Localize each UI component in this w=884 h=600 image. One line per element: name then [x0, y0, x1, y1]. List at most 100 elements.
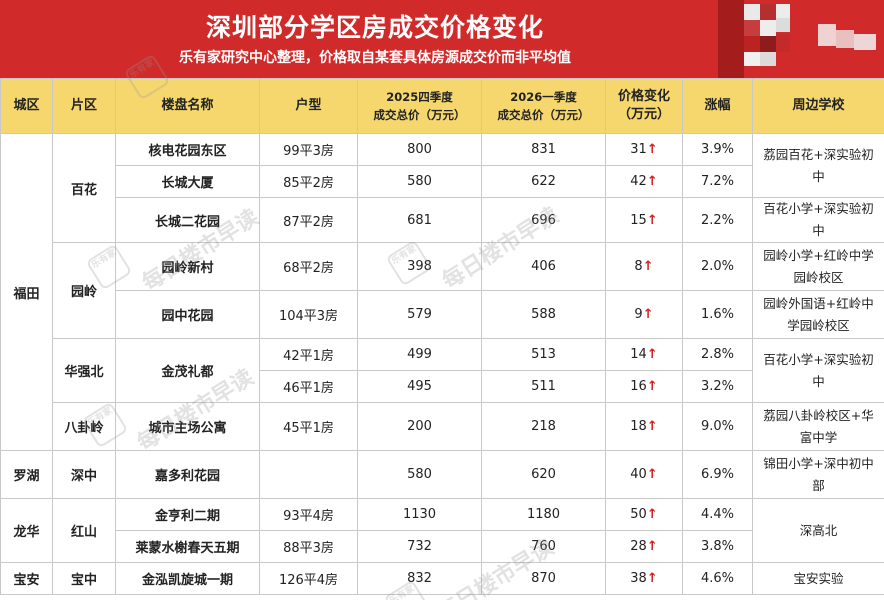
- q1-price-cell: 513: [481, 338, 606, 371]
- change-value: 40: [630, 467, 647, 482]
- header-banner: 深圳部分学区房成交价格变化 乐有家研究中心整理，价格取自某套具体房源成交价而非平…: [0, 0, 884, 78]
- page-subtitle: 乐有家研究中心整理，价格取自某套具体房源成交价而非平均值: [179, 50, 571, 66]
- city-cell: 龙华: [0, 498, 53, 563]
- price-table: 城区 片区 楼盘名称 户型 2025四季度 成交总价（万元） 2026一季度 成…: [0, 78, 884, 595]
- q1-price-cell: 511: [481, 370, 606, 403]
- col-header-pct: 涨幅: [682, 78, 753, 134]
- change-value: 18: [630, 419, 647, 434]
- city-cell: 福田: [0, 133, 53, 451]
- estate-cell: 金亨利二期: [115, 498, 260, 531]
- q1-price-cell: 218: [481, 402, 606, 451]
- q1-price-cell: 831: [481, 133, 606, 166]
- change-cell: 28↑: [605, 530, 683, 563]
- pct-cell: 1.6%: [682, 290, 753, 339]
- q4-price-cell: 1130: [357, 498, 482, 531]
- change-cell: 14↑: [605, 338, 683, 371]
- col-header-change-line1: 价格变化: [617, 89, 670, 104]
- q4-price-cell: 580: [357, 165, 482, 198]
- estate-cell: 莱蒙水榭春天五期: [115, 530, 260, 563]
- up-arrow-icon: ↑: [642, 307, 654, 322]
- estate-cell: 金泓凯旋城一期: [115, 562, 260, 595]
- change-cell: 42↑: [605, 165, 683, 198]
- change-value: 38: [630, 571, 647, 586]
- col-header-q4-line2: 成交总价（万元）: [373, 108, 466, 122]
- q4-price-cell: 495: [357, 370, 482, 403]
- estate-cell: 园岭新村: [115, 242, 260, 291]
- up-arrow-icon: ↑: [646, 507, 658, 522]
- change-value: 50: [630, 507, 647, 522]
- area-cell: 八卦岭: [52, 402, 116, 451]
- change-cell: 18↑: [605, 402, 683, 451]
- col-header-city: 城区: [0, 78, 53, 134]
- layout-cell: 45平1房: [259, 402, 358, 451]
- change-value: 28: [630, 539, 647, 554]
- layout-cell: 93平4房: [259, 498, 358, 531]
- table-header-row: 城区 片区 楼盘名称 户型 2025四季度 成交总价（万元） 2026一季度 成…: [0, 78, 884, 134]
- change-cell: 38↑: [605, 562, 683, 595]
- col-header-q1-line2: 成交总价（万元）: [497, 108, 590, 122]
- table-row: 八卦岭 城市主场公寓 45平1房 200 218 18↑ 9.0% 荔园八卦岭校…: [1, 402, 884, 451]
- change-value: 42: [630, 174, 647, 189]
- pct-cell: 4.6%: [682, 562, 753, 595]
- q4-price-cell: 398: [357, 242, 482, 291]
- change-value: 16: [630, 379, 647, 394]
- q1-price-cell: 406: [481, 242, 606, 291]
- school-cell: 园岭外国语+红岭中学园岭校区: [752, 290, 884, 339]
- q1-price-cell: 696: [481, 197, 606, 243]
- school-cell: 锦田小学+深中初中部: [752, 450, 884, 499]
- area-cell: 宝中: [52, 562, 116, 595]
- q4-price-cell: 499: [357, 338, 482, 371]
- table-row: 宝安 宝中 金泓凯旋城一期 126平4房 832 870 38↑ 4.6% 宝安…: [0, 562, 884, 595]
- q1-price-cell: 620: [481, 450, 606, 499]
- city-cell: 宝安: [0, 562, 53, 595]
- q4-price-cell: 832: [357, 562, 482, 595]
- up-arrow-icon: ↑: [646, 347, 658, 362]
- col-header-q4: 2025四季度 成交总价（万元）: [357, 78, 482, 134]
- area-cell: 园岭: [52, 242, 116, 339]
- change-cell: 31↑: [605, 133, 683, 166]
- table-row: 莱蒙水榭春天五期 88平3房 732 760 28↑ 3.8%: [1, 530, 884, 563]
- up-arrow-icon: ↑: [642, 259, 654, 274]
- area-cell: 百花: [52, 133, 116, 243]
- col-header-change-line2: （万元）: [617, 107, 670, 122]
- change-cell: 50↑: [605, 498, 683, 531]
- q4-price-cell: 580: [357, 450, 482, 499]
- col-header-q4-line1: 2025四季度: [386, 90, 453, 104]
- q1-price-cell: 760: [481, 530, 606, 563]
- pct-cell: 3.2%: [682, 370, 753, 403]
- change-value: 31: [630, 142, 647, 157]
- up-arrow-icon: ↑: [646, 174, 658, 189]
- table-row: 园岭 园岭新村 68平2房 398 406 8↑ 2.0% 园岭小学+红岭中学园…: [1, 242, 884, 339]
- estate-cell: 长城大厦: [115, 165, 260, 198]
- pct-cell: 4.4%: [682, 498, 753, 531]
- pct-cell: 3.8%: [682, 530, 753, 563]
- up-arrow-icon: ↑: [646, 379, 658, 394]
- table-row: 长城二花园 87平2房 681 696 15↑ 2.2% 百花小学+深实验初中: [1, 197, 884, 243]
- col-header-area: 片区: [52, 78, 116, 134]
- school-cell: 百花小学+深实验初中: [752, 197, 884, 243]
- layout-cell: 85平2房: [259, 165, 358, 198]
- q4-price-cell: 579: [357, 290, 482, 339]
- pct-cell: 2.2%: [682, 197, 753, 243]
- estate-cell: 长城二花园: [115, 197, 260, 243]
- table-row: 园中花园 104平3房 579 588 9↑ 1.6% 园岭外国语+红岭中学园岭…: [1, 290, 884, 339]
- col-header-q1-line1: 2026一季度: [510, 90, 577, 104]
- area-cell: 红山: [52, 498, 116, 563]
- layout-cell: 88平3房: [259, 530, 358, 563]
- pixelated-logo-mosaic: [714, 0, 884, 78]
- school-cell: 深高北: [752, 498, 884, 563]
- q1-price-cell: 1180: [481, 498, 606, 531]
- school-cell: 宝安实验: [752, 562, 884, 595]
- pct-cell: 7.2%: [682, 165, 753, 198]
- q1-price-cell: 870: [481, 562, 606, 595]
- table-row: 华强北 金茂礼都 42平1房 499 513 14↑ 2.8% 百花小学+深实验…: [1, 338, 884, 403]
- q4-price-cell: 200: [357, 402, 482, 451]
- table-row: 罗湖 深中 嘉多利花园 580 620 40↑ 6.9% 锦田小学+深中初中部: [0, 450, 884, 499]
- col-header-change: 价格变化 （万元）: [605, 78, 683, 134]
- change-value: 9: [634, 307, 643, 322]
- city-cell: 罗湖: [0, 450, 53, 499]
- area-cell: 华强北: [52, 338, 116, 403]
- change-value: 14: [630, 347, 647, 362]
- up-arrow-icon: ↑: [646, 212, 658, 228]
